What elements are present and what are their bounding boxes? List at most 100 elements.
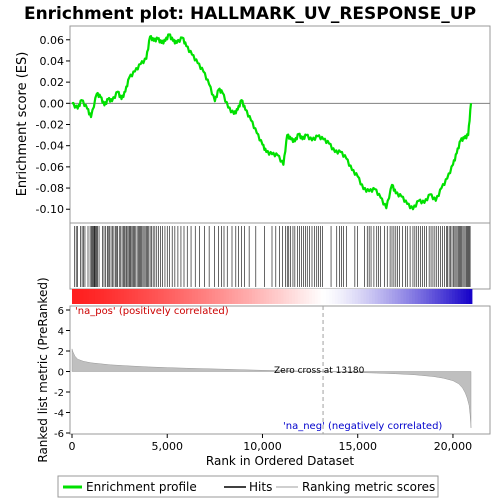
metric-y-tick-label: 2 <box>58 347 64 358</box>
color-bar-segment <box>89 289 93 304</box>
neg-correlated-label: 'na_neg' (negatively correlated) <box>283 421 442 432</box>
color-bar-segment <box>177 289 181 304</box>
color-bar-segment <box>409 289 413 304</box>
color-bar-segment <box>220 289 224 304</box>
color-bar-segment <box>143 289 147 304</box>
color-bar-segment <box>309 289 313 304</box>
color-bar-segment <box>120 289 124 304</box>
color-bar-segment <box>129 289 133 304</box>
color-bar-segment <box>352 289 356 304</box>
color-bar-segment <box>180 289 184 304</box>
color-bar-segment <box>457 289 461 304</box>
es-y-tick-label: -0.08 <box>36 182 64 195</box>
es-y-tick-label: -0.06 <box>36 161 64 174</box>
color-bar-segment <box>97 289 101 304</box>
legend-box <box>57 475 439 498</box>
color-bar-segment <box>414 289 419 304</box>
color-bar-segment <box>186 289 190 304</box>
x-tick-label: 5,000 <box>151 440 183 453</box>
x-tick-label: 15,000 <box>338 440 377 453</box>
color-bar-segment <box>366 289 370 304</box>
color-bar-segment <box>194 289 199 304</box>
es-y-tick-label: -0.02 <box>36 119 64 132</box>
color-bar-segment <box>92 289 96 304</box>
color-bar-segment <box>323 289 327 304</box>
color-bar-segment <box>206 289 210 304</box>
color-bar-segment <box>280 289 284 304</box>
color-bar-segment <box>94 289 99 304</box>
color-bar-segment <box>406 289 410 304</box>
color-bar-segment <box>400 289 404 304</box>
color-bar-segment <box>383 289 387 304</box>
color-bar-segment <box>183 289 187 304</box>
color-bar-segment <box>77 289 81 304</box>
color-bar-segment <box>292 289 296 304</box>
metric-y-tick-label: 6 <box>58 306 64 317</box>
color-bar-segment <box>300 289 304 304</box>
color-bar-segment <box>386 289 390 304</box>
color-bar-segment <box>189 289 193 304</box>
color-bar-segment <box>417 289 421 304</box>
color-bar-segment <box>269 289 273 304</box>
color-bar-segment <box>146 289 150 304</box>
color-bar-segment <box>303 289 307 304</box>
color-bar-segment <box>274 289 279 304</box>
zero-cross-label: Zero cross at 13180 <box>274 366 365 376</box>
color-bar-segment <box>463 289 467 304</box>
color-bar-segment <box>446 289 450 304</box>
color-bar-segment <box>277 289 281 304</box>
color-bar-segment <box>114 289 119 304</box>
es-layer <box>70 33 490 211</box>
color-bar-segment <box>332 289 336 304</box>
metric-y-tick-label: -6 <box>54 429 64 440</box>
color-bar-segment <box>257 289 261 304</box>
color-bar-segment <box>286 289 290 304</box>
color-bar-segment <box>377 289 381 304</box>
color-bar-segment <box>440 289 444 304</box>
chart-title: Enrichment plot: HALLMARK_UV_RESPONSE_UP <box>24 4 476 24</box>
metric-y-tick-label: 0 <box>58 368 64 379</box>
color-bar-segment <box>437 289 441 304</box>
color-bar-segment <box>237 289 241 304</box>
color-bar-segment <box>254 289 259 304</box>
es-y-axis-label: Enrichment score (ES) <box>15 52 30 197</box>
color-bar-segment <box>109 289 113 304</box>
color-bar-segment <box>112 289 116 304</box>
color-bar-segment <box>163 289 167 304</box>
color-bar-segment <box>460 289 464 304</box>
color-bar-segment <box>454 289 459 304</box>
color-bar-segment <box>329 289 333 304</box>
color-bar-segment <box>83 289 87 304</box>
x-tick-label: 20,000 <box>434 440 473 453</box>
pos-correlated-label: 'na_pos' (positively correlated) <box>75 306 229 317</box>
color-bar-segment <box>117 289 121 304</box>
color-bar-segment <box>357 289 361 304</box>
color-bar-segment <box>334 289 339 304</box>
color-bar-segment <box>420 289 424 304</box>
color-bar-segment <box>337 289 341 304</box>
color-bar-segment <box>392 289 396 304</box>
color-bar-segment <box>192 289 196 304</box>
color-bar-segment <box>283 289 287 304</box>
hits-panel <box>69 222 491 290</box>
color-bar-segment <box>452 289 456 304</box>
es-y-tick-label: 0.06 <box>40 34 65 47</box>
color-bar-segment <box>314 289 319 304</box>
color-bar-segment <box>132 289 136 304</box>
color-bar-segment <box>169 289 173 304</box>
color-bar-segment <box>149 289 153 304</box>
color-bar-segment <box>434 289 439 304</box>
color-bar-segment <box>346 289 350 304</box>
color-bar-segment <box>372 289 376 304</box>
color-bar-segment <box>214 289 219 304</box>
es-y-tick-label: -0.10 <box>36 203 64 216</box>
color-bar-segment <box>443 289 447 304</box>
color-bar-segment <box>232 289 236 304</box>
x-tick-label: 0 <box>69 440 76 453</box>
x-tick-label: 10,000 <box>243 440 282 453</box>
metric-y-tick-label: -2 <box>54 388 64 399</box>
color-bar-segment <box>226 289 230 304</box>
color-bar-segment <box>134 289 139 304</box>
color-bar-segment <box>200 289 204 304</box>
color-bar-segment <box>369 289 373 304</box>
